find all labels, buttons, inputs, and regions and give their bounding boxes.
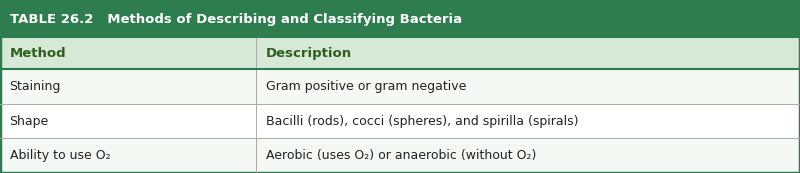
Text: Gram positive or gram negative: Gram positive or gram negative bbox=[266, 80, 466, 93]
Text: TABLE 26.2   Methods of Describing and Classifying Bacteria: TABLE 26.2 Methods of Describing and Cla… bbox=[10, 12, 462, 26]
Text: Ability to use O₂: Ability to use O₂ bbox=[10, 149, 110, 162]
FancyBboxPatch shape bbox=[0, 104, 800, 138]
Text: Description: Description bbox=[266, 47, 352, 60]
FancyBboxPatch shape bbox=[0, 38, 800, 69]
Text: Shape: Shape bbox=[10, 115, 49, 128]
FancyBboxPatch shape bbox=[0, 138, 800, 173]
FancyBboxPatch shape bbox=[0, 69, 800, 104]
Text: Method: Method bbox=[10, 47, 66, 60]
Text: Bacilli (rods), cocci (spheres), and spirilla (spirals): Bacilli (rods), cocci (spheres), and spi… bbox=[266, 115, 578, 128]
Text: Staining: Staining bbox=[10, 80, 61, 93]
Text: Aerobic (uses O₂) or anaerobic (without O₂): Aerobic (uses O₂) or anaerobic (without … bbox=[266, 149, 536, 162]
FancyBboxPatch shape bbox=[0, 0, 800, 38]
